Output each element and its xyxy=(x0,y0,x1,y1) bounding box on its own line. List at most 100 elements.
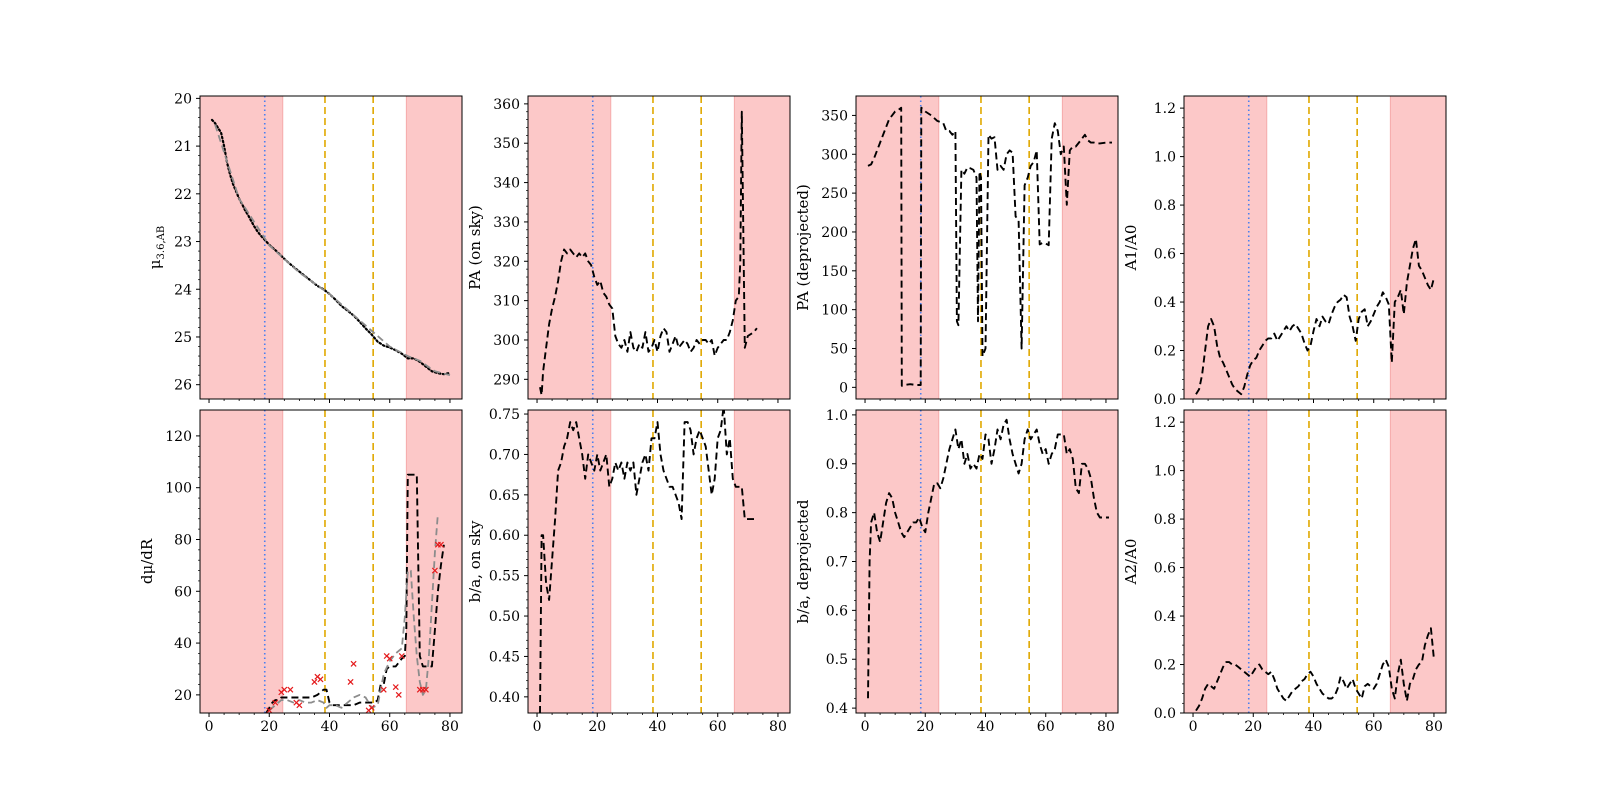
red-cross-marker xyxy=(422,686,429,693)
y-tick-label: 0.4 xyxy=(1154,295,1176,311)
red-cross-marker xyxy=(347,678,354,685)
y-tick-label: 0.50 xyxy=(489,609,520,625)
plot-area xyxy=(200,96,462,399)
y-tick-label: 23 xyxy=(174,235,192,251)
red-cross-marker xyxy=(437,541,444,548)
x-tick-label: 60 xyxy=(381,719,399,735)
y-tick-label: 360 xyxy=(493,97,520,113)
shaded-region-2 xyxy=(733,410,790,713)
y-axis: 290 300 310 320 330 340 350 360 PA (on sky) xyxy=(466,97,528,388)
red-cross-marker xyxy=(368,704,375,711)
x-axis: 0 20 40 60 80 xyxy=(861,713,1115,735)
y-tick-label: 290 xyxy=(493,372,520,388)
y-tick-label: 120 xyxy=(165,429,192,445)
y-axis: 20 21 22 23 24 25 26 μ3.6,AB xyxy=(146,91,200,394)
red-cross-marker xyxy=(392,684,399,691)
series-line-2 xyxy=(214,124,451,376)
series-line-1 xyxy=(867,106,1112,387)
y-axis: 0.0 0.2 0.4 0.6 0.8 1.0 1.2 A2/A0 xyxy=(1122,415,1184,722)
y-tick-label: 0.8 xyxy=(1154,512,1176,528)
axes-frame xyxy=(527,95,791,400)
y-tick-label: 0.45 xyxy=(489,649,520,665)
y-tick-label: 0.4 xyxy=(1154,609,1176,625)
plot-area xyxy=(200,410,462,713)
x-axis: 0 20 40 60 80 xyxy=(533,713,787,735)
shaded-region-2 xyxy=(1389,410,1446,713)
y-tick-label: 0.55 xyxy=(489,569,520,585)
y-tick-label: 310 xyxy=(493,294,520,310)
y-tick-label: 0.8 xyxy=(826,506,848,522)
axes-frame xyxy=(1183,409,1447,714)
red-cross-marker xyxy=(380,686,387,693)
y-tick-label: 0.4 xyxy=(826,701,848,717)
y-axis-label: dμ/dR xyxy=(138,538,156,584)
x-tick-label: 20 xyxy=(260,719,278,735)
red-cross-marker xyxy=(296,702,303,709)
panel-sb: 20 21 22 23 24 25 26 μ3.6,AB xyxy=(146,91,463,403)
y-tick-label: 50 xyxy=(830,342,848,358)
panel-a2: 0 20 40 60 80 0.0 0.2 0.4 0.6 0.8 1.0 1.2 A2/A0 xyxy=(1122,409,1447,735)
x-axis: 0 20 40 60 80 xyxy=(1189,713,1443,735)
y-tick-label: 350 xyxy=(821,108,848,124)
y-axis: 20 40 60 80 100 120 dμ/dR xyxy=(138,429,200,704)
y-tick-label: 200 xyxy=(821,225,848,241)
y-tick-label: 0.40 xyxy=(489,690,520,706)
y-tick-label: 0.5 xyxy=(826,652,848,668)
y-axis-label: PA (on sky) xyxy=(466,205,484,290)
red-cross-marker xyxy=(386,655,393,662)
y-tick-label: 0.75 xyxy=(489,407,520,423)
y-tick-label: 21 xyxy=(174,139,192,155)
shaded-region-2 xyxy=(733,96,790,399)
plot-area xyxy=(528,96,790,399)
shaded-region-1 xyxy=(1184,96,1268,399)
panel-pa_deproj: 0 50 100 150 200 250 300 350 PA (deprojected) xyxy=(794,95,1119,403)
series-line-1 xyxy=(539,110,758,397)
y-tick-label: 80 xyxy=(174,532,192,548)
series-line-1 xyxy=(1195,627,1435,712)
y-axis-label-main: μ xyxy=(146,259,164,269)
y-axis-label-sub: 3.6,AB xyxy=(156,226,167,260)
shaded-region-2 xyxy=(1389,96,1446,399)
y-tick-label: 340 xyxy=(493,176,520,192)
x-tick-label: 80 xyxy=(441,719,459,735)
red-cross-marker xyxy=(272,699,279,706)
x-axis xyxy=(864,399,1107,403)
y-tick-label: 1.0 xyxy=(1154,464,1176,480)
red-cross-marker xyxy=(311,678,318,685)
x-tick-label: 40 xyxy=(649,719,667,735)
red-cross-marker xyxy=(350,660,357,667)
panel-pa_sky: 290 300 310 320 330 340 350 360 PA (on sky) xyxy=(466,95,791,403)
shaded-region-1 xyxy=(200,410,284,713)
y-tick-label: 100 xyxy=(821,303,848,319)
y-tick-label: 40 xyxy=(174,636,192,652)
plot-area xyxy=(856,410,1118,713)
y-axis: 0.40 0.45 0.50 0.55 0.60 0.65 0.70 0.75 b/a, on … xyxy=(466,407,528,706)
series-line-1 xyxy=(539,410,757,713)
y-axis: 0.4 0.5 0.6 0.7 0.8 0.9 1.0 b/a, deprojected xyxy=(794,408,856,717)
plot-area xyxy=(1184,410,1446,713)
y-tick-label: 60 xyxy=(174,584,192,600)
x-tick-label: 0 xyxy=(533,719,542,735)
x-tick-label: 60 xyxy=(1365,719,1383,735)
y-tick-label: 0.9 xyxy=(826,457,848,473)
y-tick-label: 1.0 xyxy=(826,408,848,424)
shaded-region-2 xyxy=(405,96,462,399)
y-tick-label: 20 xyxy=(174,91,192,107)
panel-ba_sky: 0 20 40 60 80 0.40 0.45 0.50 0.55 0.60 0.65 0.70 0.7… xyxy=(466,407,791,735)
x-tick-label: 60 xyxy=(1037,719,1055,735)
y-tick-label: 1.2 xyxy=(1154,101,1176,117)
y-tick-label: 25 xyxy=(174,330,192,346)
y-axis-label: b/a, deprojected xyxy=(794,499,812,623)
x-tick-label: 0 xyxy=(205,719,214,735)
y-tick-label: 0.6 xyxy=(1154,561,1176,577)
y-tick-label: 100 xyxy=(165,481,192,497)
y-tick-label: 330 xyxy=(493,215,520,231)
y-tick-label: 0.6 xyxy=(826,603,848,619)
y-tick-label: 0.65 xyxy=(489,488,520,504)
red-cross-marker xyxy=(287,686,294,693)
x-tick-label: 80 xyxy=(1097,719,1115,735)
x-tick-label: 80 xyxy=(769,719,787,735)
axes-frame xyxy=(527,409,791,714)
y-tick-label: 0.6 xyxy=(1154,247,1176,263)
